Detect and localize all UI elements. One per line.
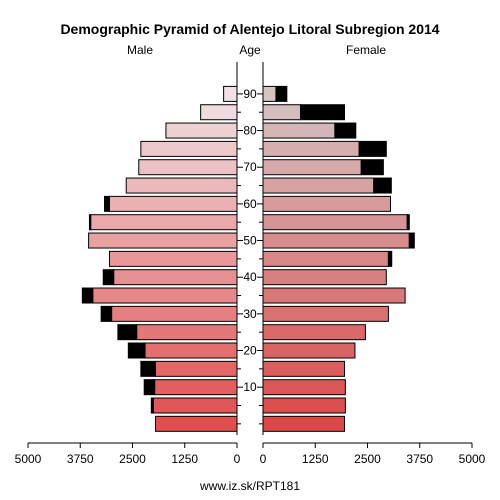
age-tick-label: 80 (243, 124, 257, 138)
male-bar-5-9 (152, 397, 238, 414)
female-x-tick-label: 3750 (406, 452, 433, 466)
male-bar-35-39 (92, 287, 238, 304)
male-x-tick-label: 2500 (119, 452, 146, 466)
male-foreign-bar-25-29 (117, 324, 138, 341)
female-bar-45-49 (262, 250, 389, 267)
female-x-tick-label: 5000 (459, 452, 486, 466)
male-foreign-bar-15-19 (140, 360, 156, 377)
male-foreign-bar-40-44 (102, 269, 115, 286)
female-foreign-bar-80-84 (334, 122, 357, 139)
male-bar-60-64 (109, 195, 238, 212)
female-bar-5-9 (262, 397, 346, 414)
female-bar-85-89 (262, 104, 302, 121)
male-foreign-bar-60-64 (103, 195, 111, 212)
male-x-tick-label: 3750 (67, 452, 94, 466)
male-bar-70-74 (138, 159, 238, 176)
female-x-tick-label: 1250 (302, 452, 329, 466)
age-tick-label: 60 (243, 197, 257, 211)
male-header: Male (127, 43, 153, 57)
female-header: Female (346, 43, 386, 57)
age-tick-label: 90 (243, 87, 257, 101)
male-bar-75-79 (140, 140, 238, 157)
male-foreign-bar-30-34 (100, 305, 113, 322)
female-bars (262, 85, 415, 432)
male-bar-40-44 (113, 269, 238, 286)
male-foreign-bar-10-14 (143, 379, 156, 396)
male-bars (81, 85, 238, 432)
male-x-tick-label: 0 (234, 452, 241, 466)
female-bar-65-69 (262, 177, 375, 194)
female-bar-25-29 (262, 324, 366, 341)
female-bar-30-34 (262, 305, 389, 322)
male-x-tick-label: 1250 (171, 452, 198, 466)
chart-title: Demographic Pyramid of Alentejo Litoral … (60, 21, 439, 37)
age-tick-label: 50 (243, 234, 257, 248)
x-axis: 5000 3750 2500 1250 0 0 1250 2500 3750 5000 (15, 442, 486, 466)
female-foreign-bar-65-69 (373, 177, 392, 194)
female-x-tick-label: 2500 (354, 452, 381, 466)
female-bar-35-39 (262, 287, 406, 304)
age-tick-label: 40 (243, 270, 257, 284)
female-foreign-bar-50-54 (408, 232, 415, 249)
female-bar-80-84 (262, 122, 336, 139)
male-bar-45-49 (109, 250, 238, 267)
female-bar-55-59 (262, 214, 408, 231)
male-foreign-bar-35-39 (81, 287, 94, 304)
age-tick-label: 30 (243, 307, 257, 321)
male-foreign-bar-20-24 (127, 342, 146, 359)
male-bar-25-29 (136, 324, 238, 341)
male-bar-65-69 (125, 177, 238, 194)
male-bar-55-59 (90, 214, 238, 231)
male-bar-15-19 (154, 360, 238, 377)
female-x-tick-label: 0 (260, 452, 267, 466)
female-bar-15-19 (262, 360, 346, 377)
age-tick-label: 10 (243, 380, 257, 394)
female-bar-70-74 (262, 159, 362, 176)
female-foreign-bar-75-79 (358, 140, 387, 157)
female-bar-40-44 (262, 269, 387, 286)
male-bar-0-4 (154, 415, 238, 432)
male-bar-20-24 (144, 342, 238, 359)
male-bar-90+ (223, 85, 238, 102)
male-bar-30-34 (111, 305, 238, 322)
male-bar-50-54 (88, 232, 238, 249)
footer-url[interactable]: www.iz.sk/RPT181 (199, 479, 300, 493)
female-bar-60-64 (262, 195, 391, 212)
male-foreign-bar-55-59 (88, 214, 92, 231)
female-foreign-bar-45-49 (387, 250, 393, 267)
male-bar-80-84 (165, 122, 238, 139)
age-tick-label: 70 (243, 160, 257, 174)
age-tick-label: 20 (243, 344, 257, 358)
female-bar-90+ (262, 85, 277, 102)
male-foreign-bar-5-9 (150, 397, 154, 414)
female-bar-75-79 (262, 140, 360, 157)
female-bar-20-24 (262, 342, 356, 359)
male-x-tick-label: 5000 (15, 452, 42, 466)
male-bar-85-89 (200, 104, 238, 121)
female-bar-0-4 (262, 415, 346, 432)
female-foreign-bar-70-74 (360, 159, 384, 176)
female-foreign-bar-90+ (275, 85, 288, 102)
age-header: Age (239, 43, 261, 57)
female-bar-50-54 (262, 232, 410, 249)
age-axis: 10 20 30 40 50 60 70 80 90 (236, 62, 264, 435)
male-bar-10-14 (154, 379, 238, 396)
female-foreign-bar-55-59 (406, 214, 410, 231)
female-bar-10-14 (262, 379, 346, 396)
female-foreign-bar-85-89 (300, 104, 346, 121)
